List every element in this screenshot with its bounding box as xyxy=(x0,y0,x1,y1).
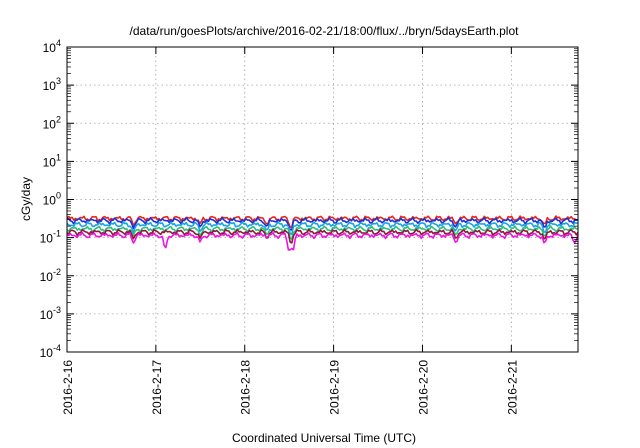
x-tick-label: 2016-2-21 xyxy=(505,360,519,415)
x-axis-label: Coordinated Universal Time (UTC) xyxy=(232,431,416,445)
y-tick-label: 10-3 xyxy=(40,305,61,322)
series-line xyxy=(66,228,579,244)
x-tick-label: 2016-2-18 xyxy=(239,360,253,415)
ticks xyxy=(66,46,578,353)
y-tick-label: 10-1 xyxy=(40,229,61,246)
chart-title: /data/run/goesPlots/archive/2016-02-21/1… xyxy=(130,24,520,38)
x-tick-label: 2016-2-17 xyxy=(150,360,164,415)
y-tick-label: 100 xyxy=(43,191,61,208)
x-tick-label: 2016-2-16 xyxy=(61,360,75,415)
y-tick-label: 101 xyxy=(43,152,61,169)
series-line xyxy=(66,225,579,240)
y-tick-label: 102 xyxy=(43,114,61,131)
y-tick-label: 103 xyxy=(43,76,61,93)
y-tick-label: 10-4 xyxy=(40,343,61,360)
y-tick-label: 104 xyxy=(43,38,61,55)
series-line xyxy=(66,231,579,251)
series-line xyxy=(66,215,578,229)
y-axis-label: cGy/day xyxy=(19,177,33,221)
x-tick-label: 2016-2-19 xyxy=(328,360,342,415)
x-tick-label: 2016-2-20 xyxy=(416,360,430,415)
y-tick-labels: 10-4 10-3 10-2 10-1 100 101 102 103 104 xyxy=(40,38,61,360)
grid xyxy=(67,47,578,352)
series-line xyxy=(66,217,579,231)
series-line xyxy=(66,221,578,236)
x-tick-labels: 2016-2-16 2016-2-17 2016-2-18 2016-2-19 2016… xyxy=(61,360,519,415)
series-group xyxy=(66,215,579,251)
y-tick-label: 10-2 xyxy=(40,267,61,284)
